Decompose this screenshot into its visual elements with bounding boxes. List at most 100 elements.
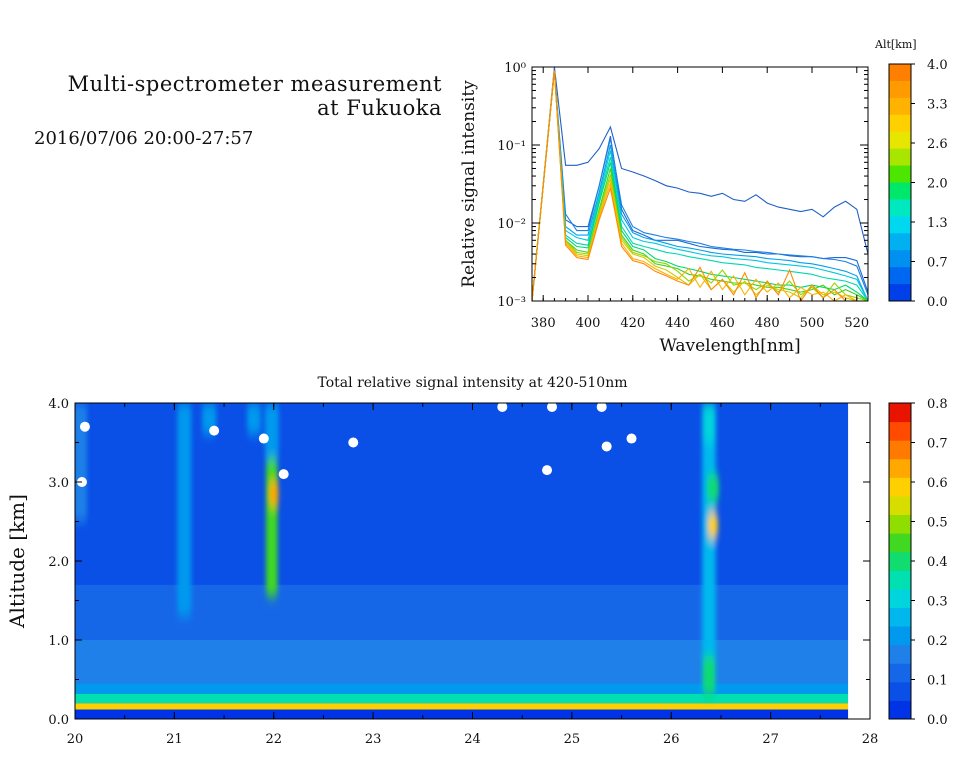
intensity-colorbar-swatch-7 [889, 570, 911, 590]
intensity-colorbar-tick-label-5: 0.3 [927, 595, 948, 610]
heatmap-y-tick-label-1: 1.0 [48, 634, 69, 649]
heatmap-layer-5 [75, 584, 849, 640]
heatmap-plume-11 [75, 403, 88, 522]
heatmap-plume-6 [269, 482, 279, 506]
spectrum-x-tick-label-6: 500 [800, 316, 825, 331]
spectrum-y-tick-label-1: 10⁻¹ [497, 139, 526, 154]
spectrum-x-axis-label: Wavelength[nm] [659, 336, 800, 356]
intensity-colorbar-swatch-1 [889, 681, 911, 701]
intensity-colorbar-swatch-9 [889, 533, 911, 553]
spectrum-y-tick-label-0: 10⁰ [504, 61, 526, 76]
altitude-colorbar-swatch-2 [889, 97, 911, 116]
heatmap-plume-5 [266, 458, 278, 597]
spectrum-x-tick-label-7: 520 [844, 316, 869, 331]
intensity-colorbar-swatch-2 [889, 663, 911, 683]
altitude-colorbar-swatch-13 [889, 284, 911, 302]
heatmap-layer-3 [75, 683, 849, 694]
spectrum-x-tick-label-0: 380 [531, 316, 556, 331]
title-block: Multi-spectrometer measurement at Fukuok… [10, 72, 442, 149]
heatmap-layer-2 [75, 693, 849, 704]
heatmap-x-tick-label-0: 20 [67, 732, 84, 747]
spectrum-series-line-3 [532, 70, 868, 301]
heatmap-plume-10 [246, 403, 261, 435]
altitude-colorbar-tick-label-0: 4.0 [927, 58, 948, 73]
heatmap-plume-2 [707, 474, 719, 502]
altitude-colorbar-tick-label-3: 2.0 [927, 177, 948, 192]
heatmap-field [75, 403, 849, 719]
heatmap-missing-data-2 [209, 425, 220, 436]
altitude-colorbar-swatch-0 [889, 64, 911, 82]
spectrum-y-axis-label: Relative signal intensity [459, 80, 479, 288]
heatmap-missing-data-10 [626, 433, 637, 444]
heatmap-x-tick-label-2: 22 [265, 732, 282, 747]
heatmap-layer-1 [75, 703, 849, 710]
heatmap-x-tick-label-3: 23 [365, 732, 382, 747]
altitude-colorbar-tick-label-6: 0.0 [927, 295, 948, 310]
heatmap-missing-data-5 [348, 437, 359, 448]
spectrum-x-tick-label-2: 420 [620, 316, 645, 331]
altitude-colorbar-swatch-12 [889, 267, 911, 285]
intensity-colorbar-swatch-11 [889, 495, 911, 516]
intensity-colorbar-swatch-4 [889, 626, 911, 646]
heatmap-plume-3 [707, 513, 718, 538]
spectrum-y-tick-label-2: 10⁻² [497, 217, 526, 232]
intensity-colorbar-swatch-14 [889, 440, 911, 460]
heatmap-plumes [75, 403, 719, 696]
altitude-colorbar-tick-label-4: 1.3 [927, 216, 948, 231]
heatmap-missing-data-11 [596, 403, 607, 412]
measurement-datetime: 2016/07/06 20:00-27:57 [34, 128, 254, 149]
heatmap-x-tick-label-4: 24 [464, 732, 481, 747]
heatmap-plume-0 [702, 403, 716, 696]
spectrum-y-tick-label-3: 10⁻³ [497, 295, 526, 310]
heatmap-x-tick-label-8: 28 [862, 732, 879, 747]
altitude-colorbar-swatch-5 [889, 148, 911, 167]
altitude-colorbar-swatch-9 [889, 216, 911, 234]
spectrum-series-line-2 [532, 70, 868, 301]
altitude-colorbar-swatch-7 [889, 182, 911, 200]
title-line-1: Multi-spectrometer measurement [67, 72, 442, 96]
heatmap-missing-data-3 [258, 433, 269, 444]
heatmap-x-tick-label-1: 21 [166, 732, 183, 747]
intensity-colorbar-swatch-3 [889, 644, 911, 664]
spectrum-series-line-4 [532, 70, 868, 301]
heatmap-y-tick-label-4: 4.0 [48, 397, 69, 412]
heatmap-layer-4 [75, 640, 849, 684]
altitude-colorbar-tick-label-5: 0.7 [927, 256, 948, 271]
altitude-colorbar-swatch-8 [889, 199, 911, 217]
heatmap-y-tick-label-0: 0.0 [48, 713, 69, 728]
intensity-colorbar-swatch-16 [889, 403, 911, 423]
altitude-colorbar-title: Alt[km] [874, 38, 917, 51]
intensity-colorbar-swatch-6 [889, 588, 911, 608]
intensity-colorbar-tick-label-3: 0.5 [927, 516, 948, 531]
heatmap-y-tick-label-3: 3.0 [48, 476, 69, 491]
altitude-colorbar-swatch-11 [889, 250, 911, 268]
spectrum-series-line-0 [532, 67, 868, 301]
intensity-colorbar-tick-label-0: 0.8 [927, 397, 948, 412]
spectrum-x-tick-label-5: 480 [755, 316, 780, 331]
spectrum-x-tick-label-3: 440 [665, 316, 690, 331]
intensity-colorbar-tick-label-2: 0.6 [927, 476, 948, 491]
intensity-colorbar-swatch-0 [889, 700, 911, 720]
intensity-colorbar-swatch-10 [889, 514, 911, 534]
intensity-colorbar-tick-label-1: 0.7 [927, 437, 948, 452]
intensity-colorbar-swatch-15 [889, 421, 911, 441]
heatmap-x-tick-label-7: 27 [762, 732, 779, 747]
intensity-colorbar-tick-label-7: 0.1 [927, 674, 948, 689]
spectrum-frame [531, 66, 869, 302]
altitude-colorbar-swatch-10 [889, 233, 911, 251]
heatmap-missing-data-4 [278, 469, 289, 480]
altitude-colorbar-swatch-6 [889, 165, 911, 183]
altitude-colorbar-swatch-4 [889, 131, 911, 150]
heatmap-plume-7 [264, 403, 279, 459]
heatmap-missing-data-0 [79, 421, 90, 432]
altitude-colorbar-swatch-3 [889, 114, 911, 133]
intensity-colorbar-swatch-8 [889, 551, 911, 571]
intensity-colorbar-tick-label-4: 0.4 [927, 555, 948, 570]
heatmap-x-tick-label-5: 25 [564, 732, 581, 747]
intensity-colorbar-tick-label-8: 0.0 [927, 713, 948, 728]
spectrum-x-tick-label-4: 460 [710, 316, 735, 331]
title-line-2: at Fukuoka [317, 96, 442, 120]
heatmap-missing-data-7 [542, 465, 553, 476]
heatmap-y-axis-label: Altitude [km] [5, 494, 29, 629]
altitude-colorbar-tick-label-2: 2.6 [927, 137, 948, 152]
